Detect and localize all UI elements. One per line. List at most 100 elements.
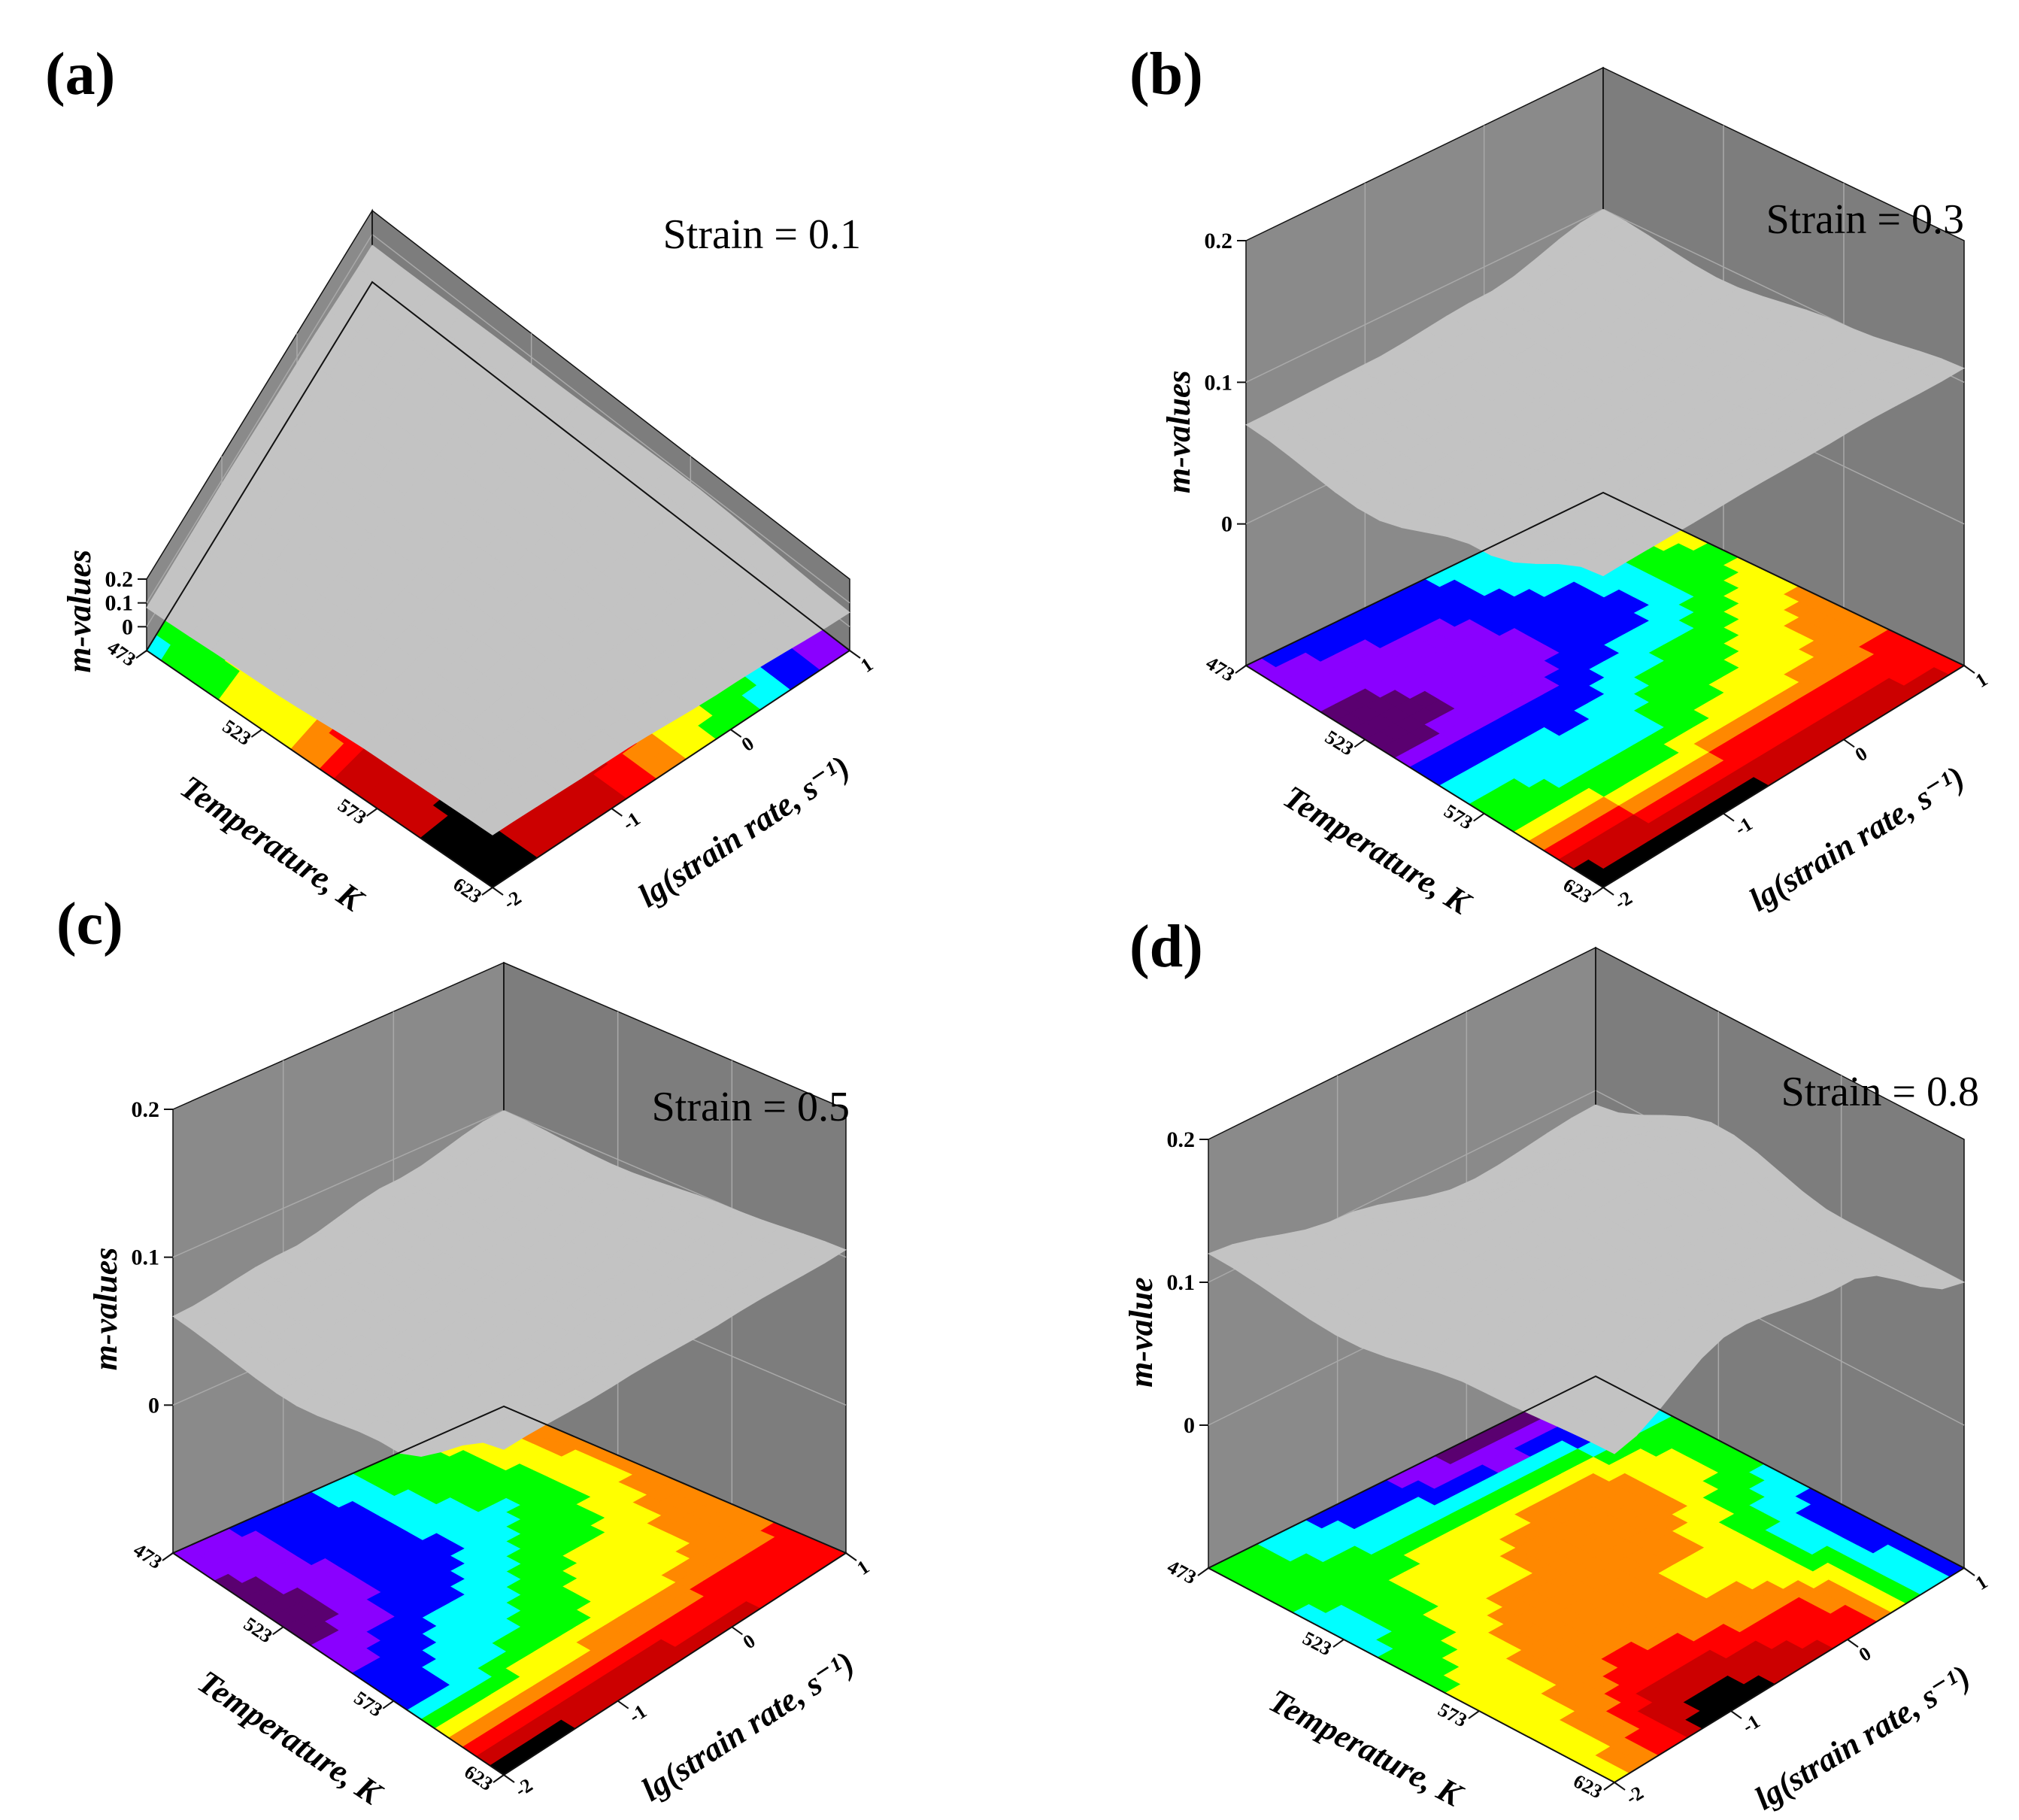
- floor-heatmap: [1208, 1376, 1965, 1783]
- strain-rate-tick: [611, 808, 623, 817]
- temperature-tick: [1354, 739, 1366, 748]
- z-tick-label: 0.2: [132, 1097, 160, 1122]
- z-tick-label: 0.1: [132, 1245, 160, 1270]
- strain-rate-tick: [1847, 1639, 1859, 1648]
- panel-label: (a): [45, 41, 115, 108]
- strain-rate-tick-label: 1: [856, 654, 877, 677]
- panel-label: (d): [1129, 914, 1203, 980]
- temperature-tick: [250, 729, 262, 738]
- floor-heatmap: [172, 1406, 847, 1776]
- strain-rate-tick-label: 0: [739, 1630, 759, 1653]
- strain-rate-tick-label: 1: [853, 1556, 873, 1579]
- strain-rate-tick-label: 1: [1972, 669, 1991, 693]
- z-tick-label: 0.1: [1167, 1270, 1196, 1295]
- strain-rate-tick-label: -1: [1739, 1710, 1764, 1737]
- chart-c-svg: 0.20.10m-values473523573623Temperature, …: [56, 891, 873, 1813]
- z-axis-label: m-values: [87, 1248, 124, 1371]
- strain-rate-tick-label: -1: [625, 1700, 650, 1727]
- temperature-tick: [1603, 1782, 1615, 1791]
- temperature-tick: [1473, 812, 1485, 822]
- surface-patch: [482, 1429, 526, 1450]
- temperature-tick-label: 473: [1164, 1555, 1200, 1588]
- strain-rate-tick: [617, 1700, 629, 1709]
- strain-rate-tick: [1843, 739, 1855, 748]
- z-tick-label: 0.2: [1205, 229, 1233, 253]
- strain-rate-tick-label: -1: [1731, 813, 1757, 840]
- z-axis-label: m-values: [61, 550, 98, 673]
- chart-a-svg: 0.20.10m-values 473523573623Temperature, …: [45, 41, 877, 920]
- surface-patch: [470, 805, 516, 836]
- z-axis-label: m-value: [1123, 1277, 1160, 1388]
- temperature-tick: [162, 1552, 174, 1561]
- wall-gridline: [1245, 208, 1604, 384]
- temperature-tick: [382, 1700, 394, 1709]
- temperature-axis-label: Temperature, K: [1277, 778, 1478, 923]
- strain-rate-tick: [731, 1626, 743, 1636]
- surface-patch: [1588, 1423, 1637, 1454]
- m-value-surface: [1208, 1104, 1966, 1454]
- temperature-axis-label: Temperature, K: [1263, 1682, 1470, 1814]
- strain-rate-tick-label: 0: [738, 733, 758, 756]
- strain-annotation: Strain = 0.8: [1781, 1069, 1979, 1115]
- wall-gridline: [371, 234, 850, 604]
- strain-annotation: Strain = 0.5: [652, 1084, 850, 1130]
- wall-gridline: [172, 1109, 505, 1258]
- temperature-tick: [1592, 887, 1604, 896]
- strain-annotation: Strain = 0.1: [663, 211, 861, 258]
- strain-rate-tick-label: -2: [1622, 1782, 1648, 1809]
- panel-d: 0.2 0.1 0 m-value 473 523 573 623 Temperature, K…: [1009, 902, 2018, 1817]
- strain-rate-tick: [1723, 812, 1735, 822]
- z-tick-label: 0: [122, 614, 133, 639]
- z-tick-label: 0.2: [105, 567, 134, 592]
- z-axis-label: m-values: [1160, 370, 1197, 493]
- temperature-axis-label: Temperature, K: [191, 1663, 390, 1812]
- strain-rate-tick: [1963, 1567, 1975, 1576]
- temperature-tick: [1468, 1710, 1480, 1719]
- temperature-tick: [135, 650, 147, 659]
- strain-rate-tick-label: 0: [1851, 742, 1871, 766]
- strain-rate-tick: [503, 1774, 515, 1783]
- strain-rate-axis-label: lg(strain rate, s⁻¹): [1748, 1658, 1977, 1817]
- strain-rate-tick: [1963, 665, 1975, 674]
- strain-rate-tick: [1614, 1782, 1626, 1791]
- temperature-axis-label: Temperature, K: [174, 768, 371, 919]
- temperature-tick: [1332, 1639, 1344, 1648]
- z-tick-label: 0: [1221, 512, 1232, 537]
- m-value-surface: [1245, 208, 1965, 577]
- strain-rate-tick: [730, 729, 742, 738]
- strain-rate-tick: [845, 1552, 857, 1561]
- temperature-tick: [481, 887, 493, 896]
- z-tick-label: 0: [148, 1393, 159, 1418]
- temperature-tick: [493, 1774, 505, 1783]
- strain-rate-axis-label: lg(strain rate, s⁻¹): [1743, 759, 1972, 919]
- chart-b-svg: 0.20.10m-values473523573623Temperature, …: [1129, 41, 1991, 923]
- panel-c: 0.2 0.1 0 m-values 473 523 573 623 Temperature, …: [0, 891, 1009, 1813]
- panel-b: 0.2 0.1 0 m-values 473 523 573 623 Temperature, …: [1009, 0, 2018, 923]
- temperature-tick-label: 473: [103, 636, 140, 671]
- strain-rate-tick: [849, 650, 861, 659]
- m-value-surface: [172, 1110, 847, 1458]
- strain-rate-tick: [1602, 887, 1614, 896]
- strain-rate-tick-label: 1: [1972, 1571, 1991, 1595]
- m-value-surface: [146, 244, 850, 836]
- z-tick-label: 0.1: [1205, 370, 1233, 395]
- panel-label: (b): [1129, 41, 1203, 108]
- z-tick-label: 0.2: [1167, 1127, 1196, 1152]
- strain-rate-tick-label: -1: [619, 808, 644, 835]
- panel-a: 0.2 0.1 0 m-values 473 523 573 623 Temperature, …: [0, 0, 1009, 920]
- strain-rate-tick-label: 0: [1855, 1643, 1875, 1667]
- wall-gridline: [146, 234, 373, 604]
- z-tick-label: 0.1: [105, 591, 134, 616]
- temperature-tick: [1235, 665, 1247, 674]
- temperature-tick-label: 473: [129, 1539, 166, 1573]
- strain-rate-tick: [1730, 1710, 1742, 1719]
- panel-label: (c): [56, 891, 123, 957]
- surface-patch: [1580, 553, 1626, 577]
- strain-rate-tick-label: -2: [511, 1774, 536, 1801]
- strain-rate-tick: [492, 887, 504, 896]
- z-tick-label: 0: [1184, 1413, 1195, 1438]
- temperature-tick: [272, 1626, 284, 1636]
- temperature-tick: [1197, 1567, 1209, 1576]
- temperature-tick: [366, 808, 378, 817]
